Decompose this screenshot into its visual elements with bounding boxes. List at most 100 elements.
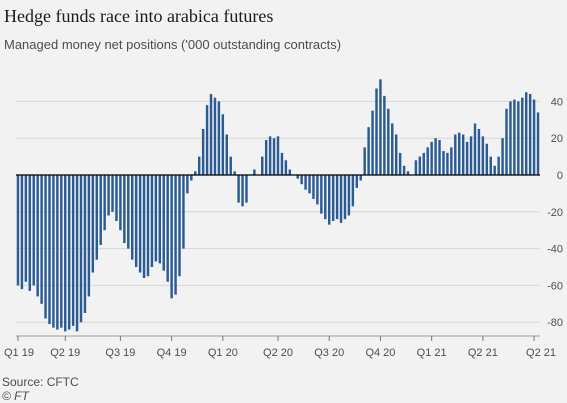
bar <box>276 136 280 175</box>
y-tick-label: 40 <box>551 96 563 108</box>
bar <box>16 175 20 286</box>
bar <box>221 114 225 175</box>
bar <box>339 175 343 223</box>
bar <box>87 175 91 297</box>
bar <box>359 175 362 181</box>
y-tick-label: 20 <box>551 133 563 145</box>
x-tick-label: Q1 19 <box>4 347 34 359</box>
ft-credit: © FT <box>2 389 29 403</box>
bar <box>509 101 512 175</box>
bar <box>197 156 201 175</box>
bar <box>205 105 209 175</box>
bar <box>497 156 500 175</box>
bar <box>300 175 303 185</box>
bar <box>371 110 374 175</box>
bar <box>316 175 319 205</box>
bar <box>261 156 264 175</box>
bar <box>36 175 39 297</box>
bar <box>146 175 150 277</box>
bar <box>217 101 221 175</box>
bar <box>501 138 504 175</box>
bar <box>142 175 146 279</box>
source-note: Source: CFTC <box>2 375 79 389</box>
bar <box>71 175 75 326</box>
bar <box>150 175 154 267</box>
bar <box>430 141 433 175</box>
bar <box>264 140 268 175</box>
chart-area: 40 20 0 -20 -40 -60 -80 Q1 19 Q2 19 Q3 19 Q4 19 Q1 … <box>4 79 563 359</box>
bar <box>237 175 240 203</box>
bar <box>379 79 382 175</box>
bar <box>331 175 335 221</box>
x-tick-label: Q4 19 <box>157 347 187 359</box>
bar <box>296 175 299 179</box>
x-tick-label: Q1 20 <box>208 347 238 359</box>
bar <box>426 147 429 175</box>
bar <box>64 175 67 332</box>
bar <box>320 175 323 214</box>
bar <box>485 143 489 175</box>
bar <box>48 175 51 325</box>
bar <box>52 175 55 328</box>
y-tick-label: -60 <box>547 280 563 292</box>
bar <box>391 123 394 175</box>
bar <box>284 160 288 175</box>
bar <box>209 94 213 175</box>
bar <box>489 156 492 175</box>
bar <box>24 175 28 282</box>
bar <box>327 175 331 225</box>
bar <box>111 175 114 212</box>
bar <box>422 152 425 175</box>
bar <box>288 169 292 175</box>
bar <box>351 175 355 207</box>
bar <box>131 175 134 260</box>
y-tick-label: -40 <box>547 244 563 256</box>
bar <box>44 175 47 319</box>
bar <box>481 136 485 175</box>
bar <box>454 134 457 175</box>
y-tick-label: -20 <box>547 207 563 219</box>
bar <box>245 175 248 203</box>
bar <box>67 175 71 330</box>
bar <box>442 151 445 175</box>
bar <box>225 134 229 175</box>
bar <box>434 138 437 175</box>
x-tick-label: Q2 20 <box>263 347 293 359</box>
bar <box>174 175 177 295</box>
bar <box>60 175 63 328</box>
bar <box>521 97 524 175</box>
bar <box>280 152 284 175</box>
bar <box>99 175 102 245</box>
x-tick-label: Q4 20 <box>365 347 395 359</box>
bar <box>229 156 232 175</box>
x-tick-label: Q2 19 <box>50 347 80 359</box>
bar <box>394 134 398 175</box>
bar <box>233 171 236 175</box>
bar <box>170 175 173 299</box>
bar <box>312 175 315 199</box>
bar <box>446 152 449 175</box>
bar <box>213 97 217 175</box>
bar <box>450 147 453 175</box>
bar <box>186 175 189 194</box>
bar <box>119 175 122 231</box>
bar <box>107 175 110 216</box>
bar <box>355 175 359 188</box>
bar <box>414 160 418 175</box>
bar <box>517 101 520 175</box>
bar <box>406 171 410 175</box>
bar <box>154 175 158 262</box>
y-tick-label: 0 <box>557 170 563 182</box>
bar <box>56 175 59 330</box>
bar <box>201 129 205 175</box>
bar <box>473 123 477 175</box>
bar <box>190 175 193 181</box>
x-tick-label: Q2 21 <box>468 347 498 359</box>
chart-subtitle: Managed money net positions ('000 outsta… <box>4 37 342 52</box>
bar <box>524 92 528 175</box>
bar <box>343 175 347 220</box>
bar <box>115 175 118 221</box>
bar <box>79 175 83 323</box>
bar <box>528 94 532 175</box>
bar <box>272 138 276 175</box>
